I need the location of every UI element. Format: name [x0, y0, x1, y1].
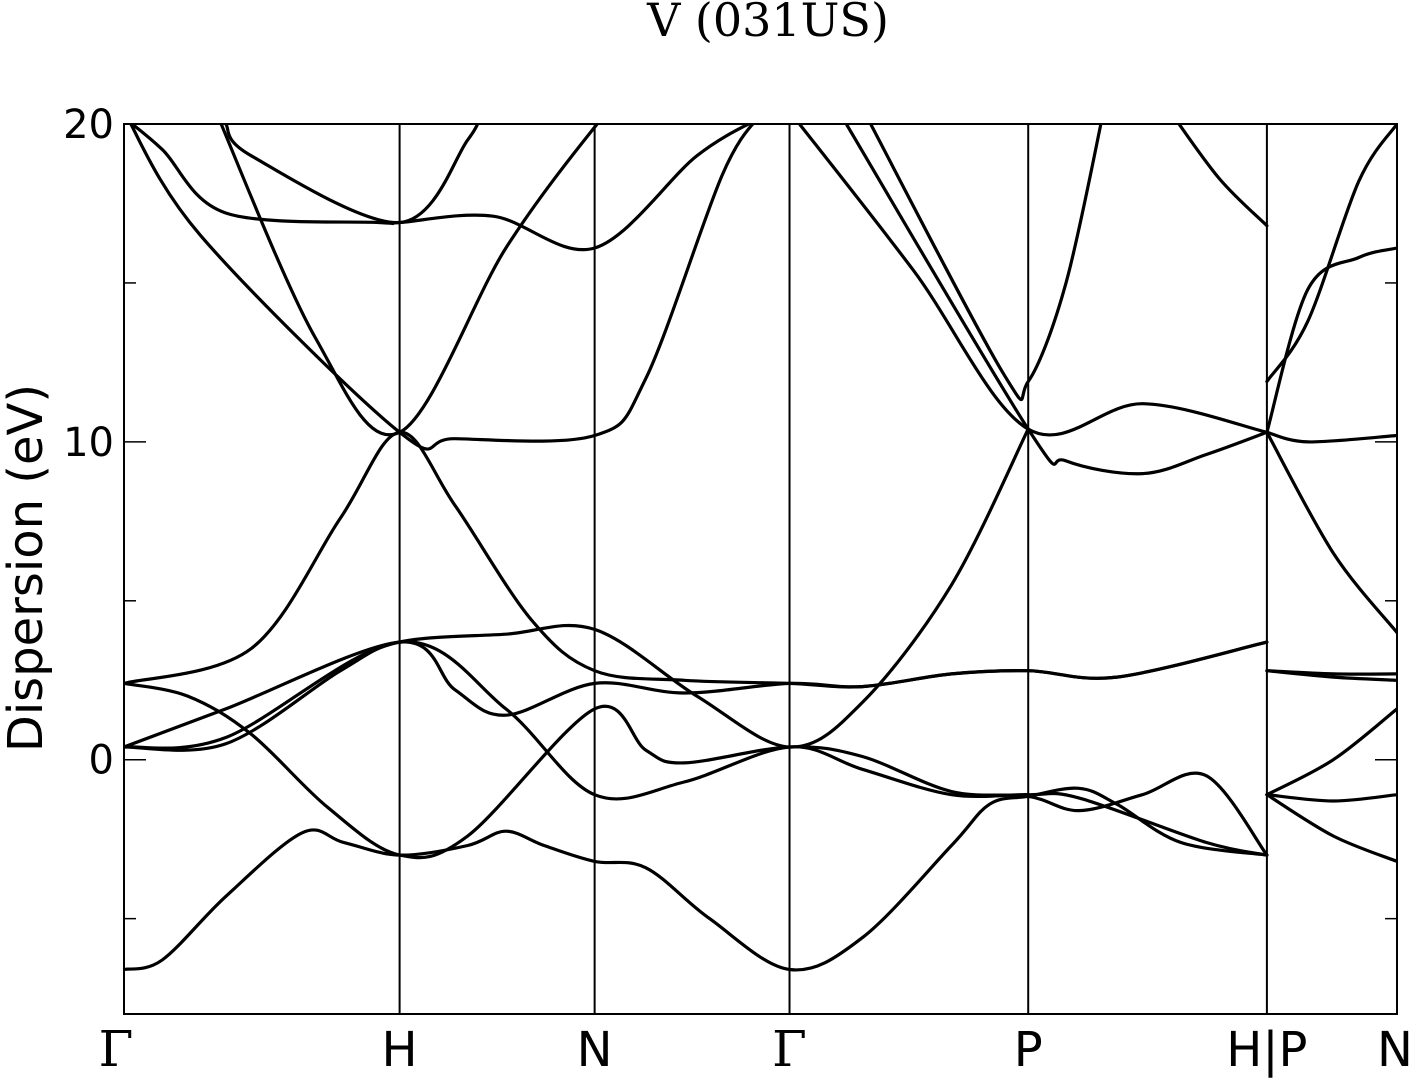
x-tick-labels: Γ H N Γ P H|P N: [99, 1020, 1413, 1078]
bands: [124, 124, 1397, 972]
plot-frame: [123, 123, 1398, 1015]
band-line: [129, 124, 755, 451]
y-tick-label: 0: [89, 738, 114, 784]
axis-ticks: [124, 123, 1397, 920]
band-line: [124, 430, 1269, 689]
band-line: [224, 124, 480, 225]
band-line: [1265, 669, 1397, 682]
band-line: [868, 124, 1103, 401]
y-tick-label: 10: [63, 420, 114, 466]
x-tick-label: N: [577, 1022, 613, 1078]
band-line: [1177, 124, 1269, 228]
chart-title: V (031US): [646, 0, 889, 47]
x-tick-label: N: [1377, 1022, 1413, 1078]
band-line: [124, 786, 1269, 972]
y-tick-label: 20: [63, 102, 114, 148]
x-tick-label: H|P: [1226, 1022, 1307, 1078]
x-tick-label: Γ: [99, 1020, 134, 1078]
band-line: [844, 124, 1269, 476]
band-line: [1265, 246, 1397, 434]
band-line: [124, 427, 1030, 752]
band-line: [124, 681, 1269, 860]
band-line: [1265, 430, 1397, 444]
band-line: [1265, 793, 1397, 863]
band-line: [219, 124, 600, 437]
band-line: [1265, 707, 1397, 797]
band-line: [1265, 430, 1397, 635]
high-symmetry-lines: [398, 124, 1268, 1014]
band-line: [797, 124, 1269, 437]
x-tick-label: Γ: [772, 1020, 807, 1078]
band-line: [124, 640, 1269, 857]
x-tick-label: P: [1014, 1022, 1043, 1078]
y-axis-label: Dispersion (eV): [0, 384, 54, 752]
band-line: [1265, 793, 1397, 803]
y-tick-labels: 0 10 20: [63, 102, 114, 784]
x-tick-label: H: [382, 1022, 418, 1078]
